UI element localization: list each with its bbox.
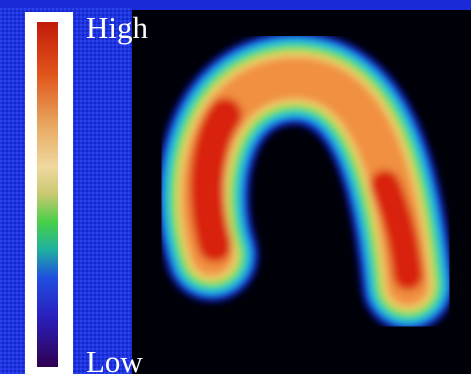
high-label: High [86, 10, 149, 45]
heat-core-left [190, 98, 242, 262]
low-label: Low [86, 344, 143, 374]
heat-shape [157, 31, 454, 331]
heat-core-right [370, 170, 423, 290]
colorbar [37, 22, 58, 367]
